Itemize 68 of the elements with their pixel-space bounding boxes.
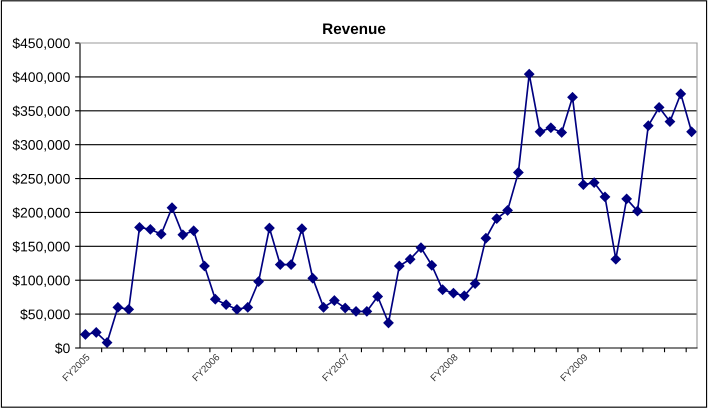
y-tick-label: $400,000 (12, 72, 70, 84)
point (286, 260, 296, 270)
y-tick-label: $100,000 (12, 274, 70, 288)
point (556, 127, 567, 138)
point (654, 102, 664, 113)
point (210, 294, 220, 304)
point (166, 202, 178, 213)
y-tick-label: $200,000 (12, 207, 70, 220)
point (459, 290, 470, 301)
point (112, 302, 123, 312)
point (124, 304, 134, 314)
point (134, 222, 145, 232)
point (232, 304, 242, 314)
point (470, 278, 480, 289)
point (188, 226, 199, 236)
point (296, 224, 308, 234)
point (156, 229, 166, 240)
point (600, 192, 610, 202)
point (253, 276, 264, 287)
y-tick-label: $150,000 (12, 241, 70, 254)
point (199, 260, 210, 272)
point (318, 302, 329, 312)
point (145, 224, 156, 235)
point (502, 205, 513, 216)
y-tick-label: $350,000 (12, 106, 70, 118)
y-tick-label: $50,000 (20, 308, 70, 321)
point (264, 222, 275, 234)
point (405, 254, 416, 264)
y-tick-label: $250,000 (12, 173, 70, 186)
point (372, 291, 383, 302)
point (632, 206, 643, 216)
point (178, 230, 188, 240)
point (394, 260, 404, 272)
point (242, 302, 253, 312)
point (275, 260, 286, 270)
y-tick-label: $0 (54, 342, 70, 354)
point (80, 329, 91, 340)
point (438, 284, 448, 295)
y-tick-label: $450,000 (12, 38, 70, 50)
point (308, 273, 318, 284)
point (91, 327, 102, 338)
point (589, 178, 600, 188)
point (362, 306, 372, 317)
point (492, 213, 502, 224)
point (329, 295, 340, 306)
point (686, 126, 697, 137)
chart-title: Revenue (323, 23, 386, 34)
point (578, 180, 588, 190)
point (534, 126, 546, 137)
point (383, 318, 394, 328)
point (221, 300, 232, 310)
point (426, 260, 437, 270)
point (643, 120, 654, 131)
point (513, 167, 524, 178)
point (622, 194, 632, 204)
point (416, 242, 426, 253)
point (350, 306, 362, 317)
point (448, 288, 459, 298)
point (676, 88, 686, 99)
point (480, 233, 492, 244)
point (546, 122, 556, 133)
point (664, 116, 676, 127)
y-tick-label: $300,000 (12, 139, 70, 152)
point (610, 254, 621, 264)
point (524, 69, 534, 80)
point (340, 302, 350, 314)
point (567, 92, 578, 102)
point (102, 337, 112, 348)
